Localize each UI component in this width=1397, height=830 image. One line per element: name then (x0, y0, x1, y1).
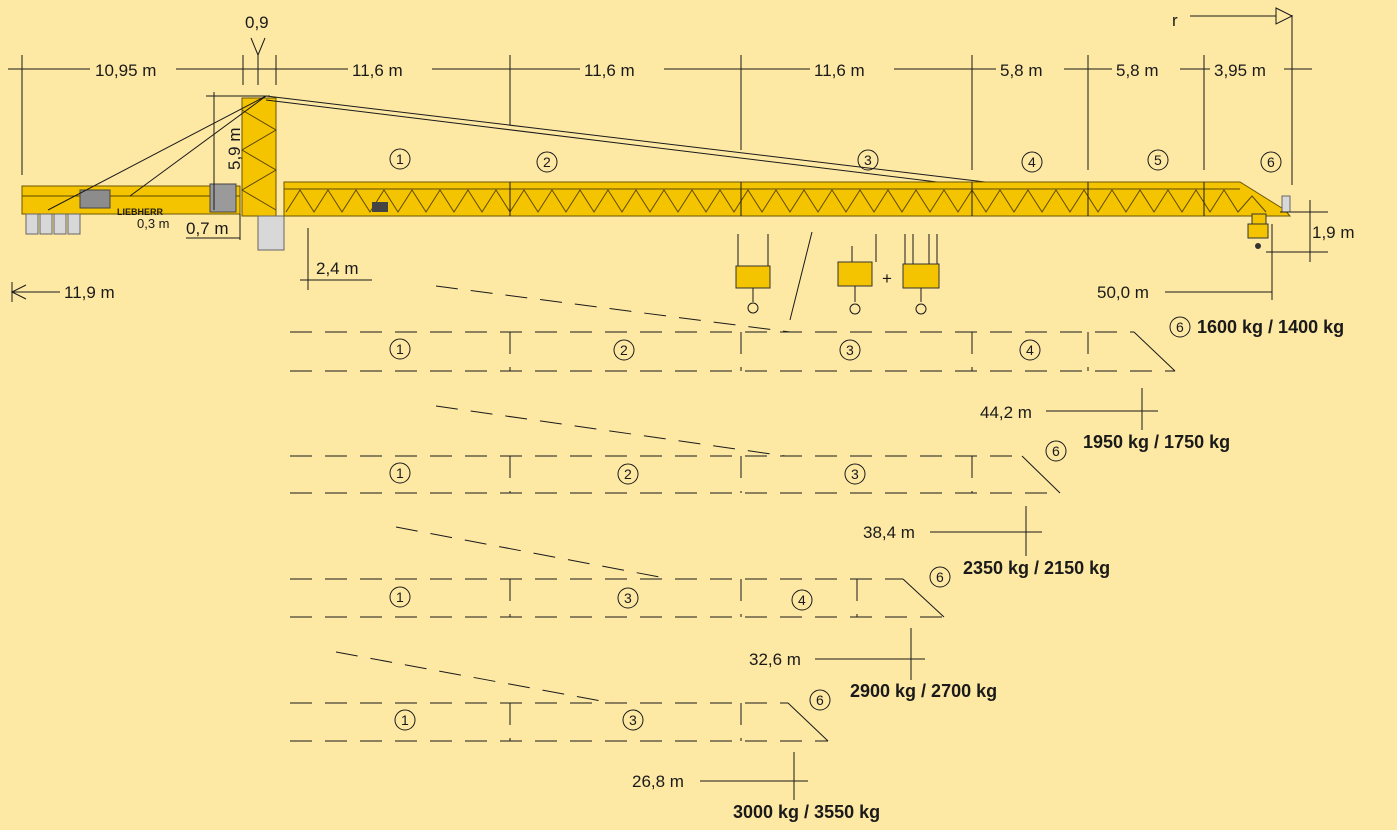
dim-section-3: 11,6 m (814, 61, 865, 80)
dim-offset-03: 0,3 m (137, 216, 170, 231)
config-32m-section-6: 6 (816, 692, 824, 708)
dim-tower-height: 5,9 m (225, 127, 244, 170)
config-32m-capacity: 2900 kg / 2700 kg (850, 681, 997, 701)
config-50m-section-3: 3 (846, 342, 854, 358)
config-38m-section-4: 4 (798, 592, 806, 608)
config-50m-section-2: 2 (620, 342, 628, 358)
dim-counterjib-length: 10,95 m (95, 61, 156, 80)
config-44m-capacity: 1950 kg / 1750 kg (1083, 432, 1230, 452)
section-marker-4: 4 (1028, 154, 1036, 170)
config-26m: 26,8 m 3000 kg / 3550 kg (632, 752, 880, 822)
dim-tower-width: 0,9 (245, 13, 269, 32)
config-44m-section-2: 2 (624, 466, 632, 482)
config-50m-section-6: 6 (1176, 319, 1184, 335)
config-26m-capacity: 3000 kg / 3550 kg (733, 802, 880, 822)
config-44m-section-6: 6 (1052, 443, 1060, 459)
config-50m-section-1: 1 (396, 341, 404, 357)
hook-blocks: + (735, 231, 940, 321)
config-32m-radius: 32,6 m (749, 650, 801, 669)
config-26m-radius: 26,8 m (632, 772, 684, 791)
config-32m-section-1: 1 (401, 712, 409, 728)
section-marker-5: 5 (1154, 152, 1162, 168)
section-markers: 1 2 3 4 5 6 (389, 148, 1282, 173)
dim-section-2: 11,6 m (584, 61, 635, 80)
plus-sign: + (882, 269, 892, 288)
radius-label: r (1172, 11, 1178, 30)
crane-drawing: LIEBHERR (21, 95, 1292, 251)
dim-counterjib-radius: 11,9 m (64, 283, 115, 302)
config-44m-section-3: 3 (851, 466, 859, 482)
config-38m: 1 3 4 6 38,4 m 2350 kg / 2150 kg (290, 506, 1110, 618)
dim-pivot: 2,4 m (316, 259, 359, 278)
tower-dimensions: 5,9 m 0,3 m 0,7 m 11,9 m 2,4 m 1,9 m (10, 92, 1355, 302)
radius-arrow: r (1172, 7, 1294, 30)
config-38m-capacity: 2350 kg / 2150 kg (963, 558, 1110, 578)
section-marker-3: 3 (864, 152, 872, 168)
config-32m-section-3: 3 (629, 712, 637, 728)
config-44m-radius: 44,2 m (980, 403, 1032, 422)
section-marker-2: 2 (543, 154, 551, 170)
config-50m-section-4: 4 (1026, 342, 1034, 358)
dim-offset-07: 0,7 m (186, 219, 229, 238)
dim-section-6: 3,95 m (1214, 61, 1266, 80)
config-50m-capacity: 1600 kg / 1400 kg (1197, 317, 1344, 337)
config-50m-radius: 50,0 m (1097, 283, 1149, 302)
dim-section-4: 5,8 m (1000, 61, 1043, 80)
top-dimension-line (8, 15, 1312, 185)
config-38m-radius: 38,4 m (863, 523, 915, 542)
config-38m-section-6: 6 (936, 569, 944, 585)
dim-hook-height: 1,9 m (1312, 223, 1355, 242)
config-44m: 1 2 3 6 44,2 m 1950 kg / 1750 kg (290, 388, 1230, 494)
config-32m: 1 3 6 32,6 m 2900 kg / 2700 kg (290, 628, 997, 742)
brand-logo: LIEBHERR (117, 207, 164, 217)
dim-section-1: 11,6 m (352, 61, 403, 80)
config-38m-section-1: 1 (396, 589, 404, 605)
dim-section-5: 5,8 m (1116, 61, 1159, 80)
section-marker-6: 6 (1267, 154, 1275, 170)
section-marker-1: 1 (396, 151, 404, 167)
config-44m-section-1: 1 (396, 465, 404, 481)
config-38m-section-3: 3 (624, 590, 632, 606)
config-50m: 1 2 3 4 6 50,0 m 1600 kg / 1400 kg (290, 283, 1344, 372)
